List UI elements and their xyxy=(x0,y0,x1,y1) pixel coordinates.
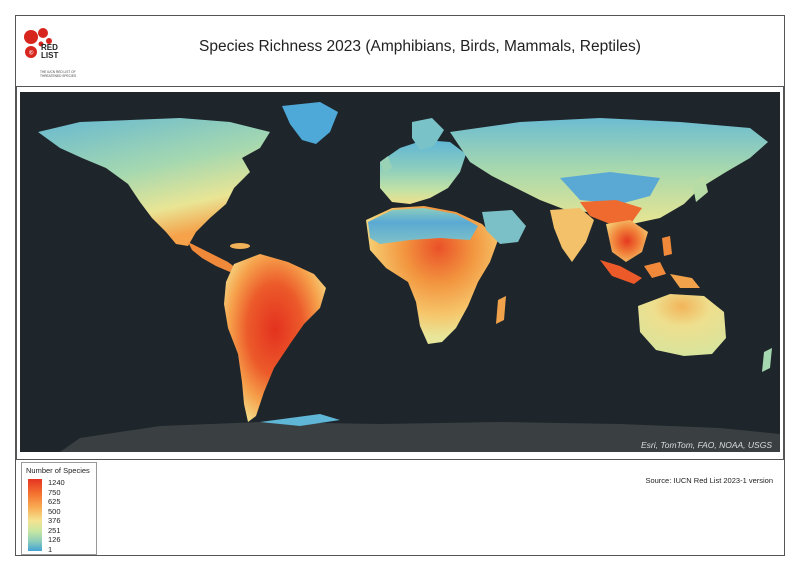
legend: Number of Species 1240 750 625 500 376 2… xyxy=(21,462,97,555)
svg-text:RED: RED xyxy=(41,43,58,52)
legend-label: 750 xyxy=(48,487,61,497)
species-richness-map[interactable] xyxy=(20,92,780,452)
logo-caption: THE IUCN RED LIST OF THREATENED SPECIES xyxy=(40,70,77,78)
south-america-region xyxy=(224,254,326,422)
southeast-asia-region xyxy=(606,220,648,262)
central-america-region xyxy=(188,242,236,272)
legend-title: Number of Species xyxy=(26,466,90,475)
legend-label: 126 xyxy=(48,535,61,544)
legend-label: 625 xyxy=(48,497,61,506)
map-attribution: Esri, TomTom, FAO, NOAA, USGS xyxy=(641,440,772,450)
legend-label: 1 xyxy=(48,544,53,554)
legend-label: 1240 xyxy=(48,478,65,487)
svg-text:LIST: LIST xyxy=(41,51,58,60)
asia-region xyxy=(450,118,768,224)
europe-region xyxy=(380,140,466,204)
legend-label: 376 xyxy=(48,516,61,525)
india-region xyxy=(550,208,594,262)
map-title: Species Richness 2023 (Amphibians, Birds… xyxy=(199,38,641,55)
world-map xyxy=(38,102,780,452)
legend-color-ramp xyxy=(28,479,42,551)
antarctica-region xyxy=(60,422,780,452)
australia-region xyxy=(638,294,726,356)
legend-label: 500 xyxy=(48,506,61,516)
legend-label: 251 xyxy=(48,525,61,535)
sahara-region xyxy=(368,208,478,244)
svg-text:©: © xyxy=(29,50,34,57)
north-america-region xyxy=(38,118,270,246)
source-note: Source: IUCN Red List 2023-1 version xyxy=(645,476,773,485)
iucn-red-list-logo: © RED LIST xyxy=(24,28,58,60)
greenland-region xyxy=(282,102,338,144)
